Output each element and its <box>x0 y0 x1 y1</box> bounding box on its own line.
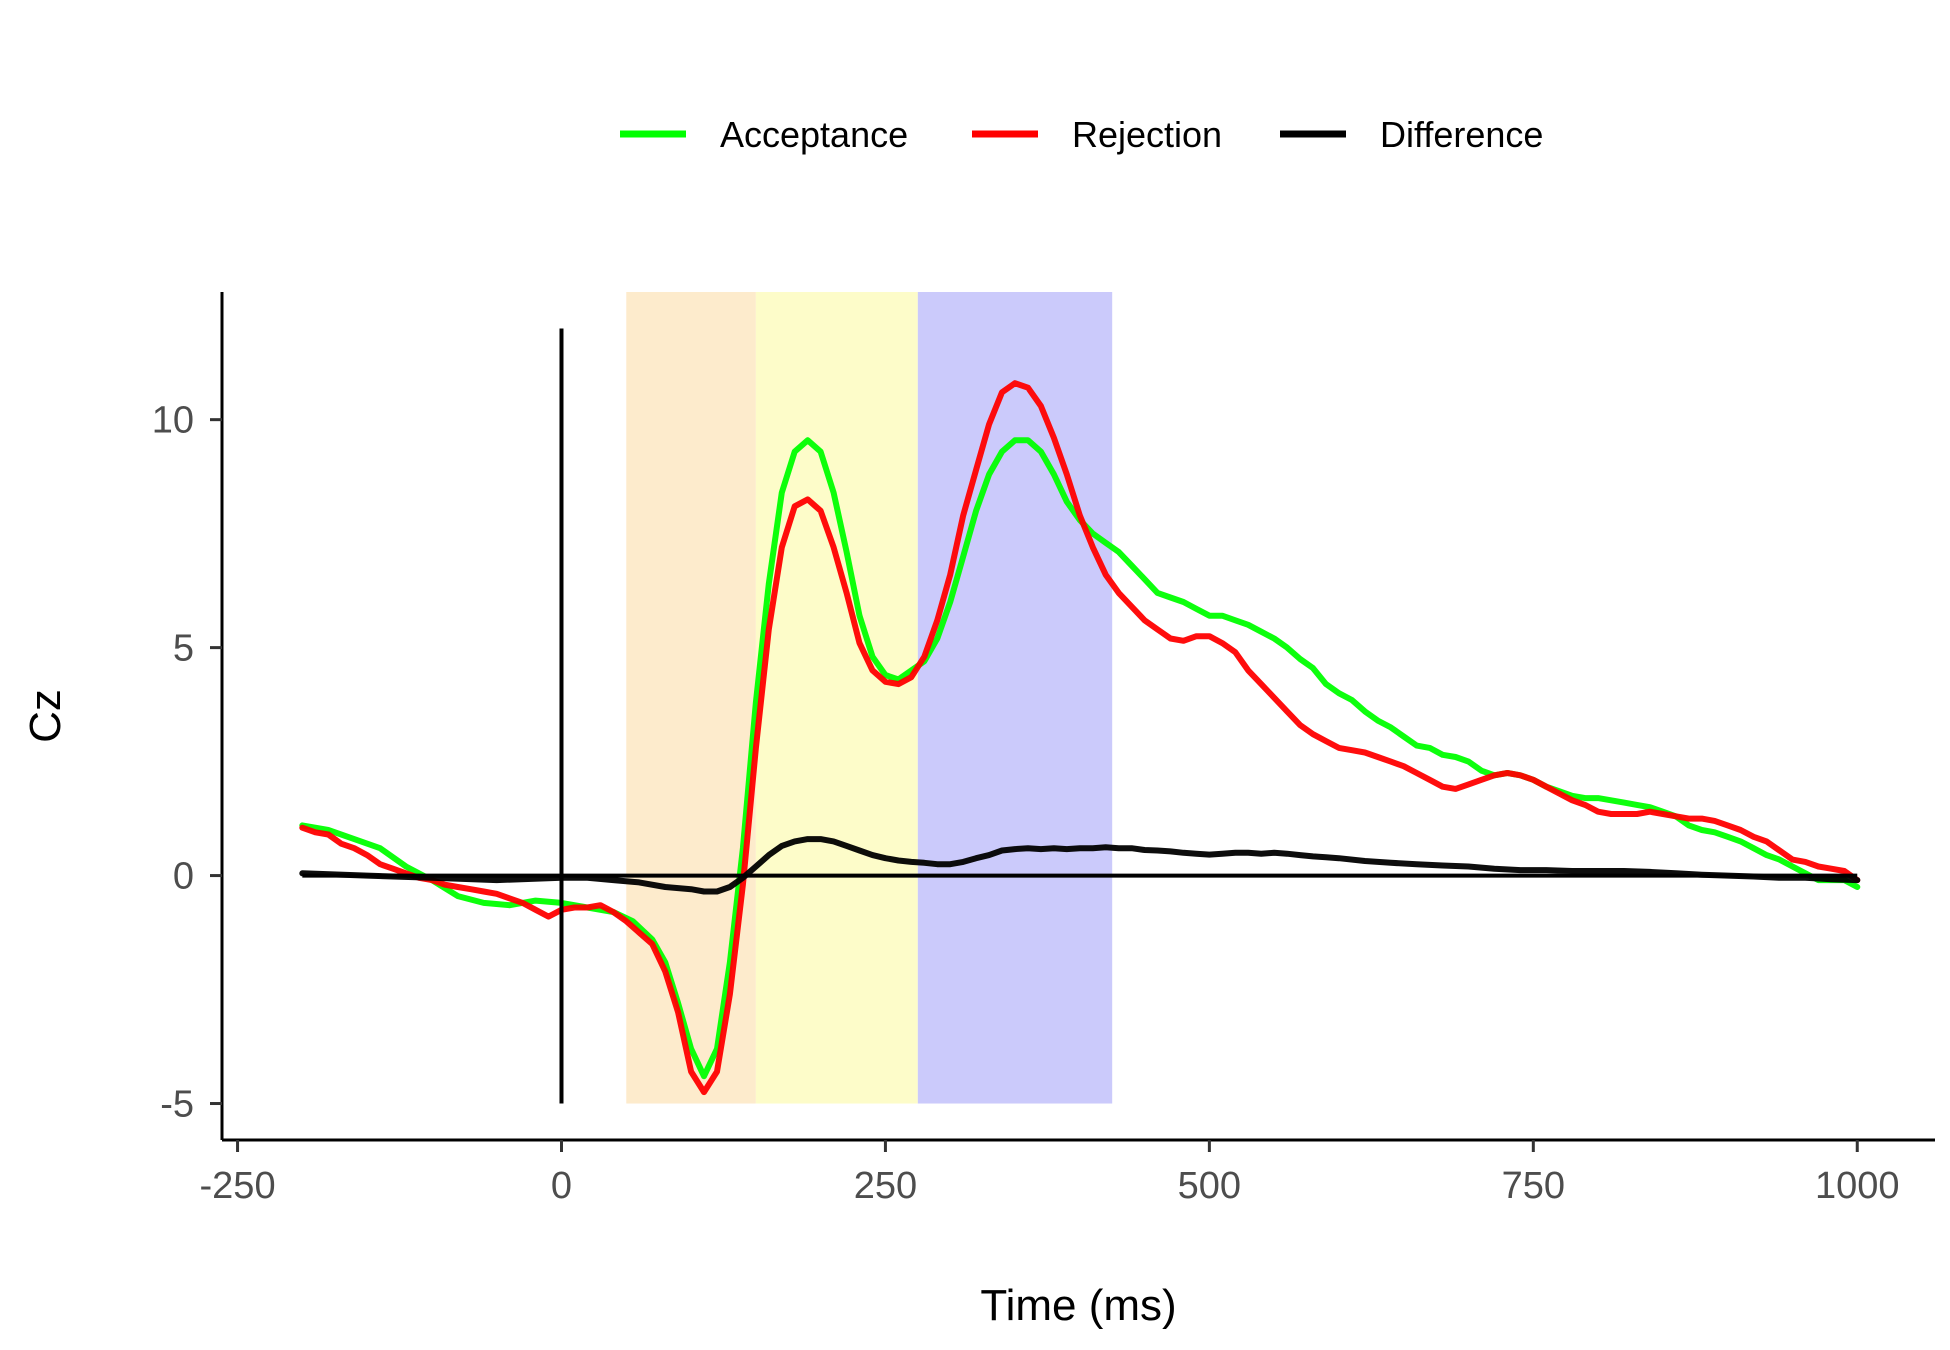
series-line-acceptance <box>299 437 1861 1080</box>
shaded-window-2 <box>755 292 918 1104</box>
shaded-window-3 <box>917 292 1113 1104</box>
legend-label-rejection: Rejection <box>1072 114 1222 155</box>
reference-lines <box>302 328 1858 1104</box>
y-tick-label: 0 <box>173 856 194 898</box>
y-tick-label: -5 <box>160 1084 194 1126</box>
legend-label-acceptance: Acceptance <box>720 114 908 155</box>
shaded-window-1 <box>626 292 756 1104</box>
y-tick-label: 5 <box>173 628 194 670</box>
legend: Acceptance Rejection Difference <box>620 114 1543 155</box>
x-tick-label: 750 <box>1502 1165 1565 1207</box>
legend-label-difference: Difference <box>1380 114 1543 155</box>
x-tick-label: 0 <box>551 1165 572 1207</box>
y-axis-title: Cz <box>21 689 70 743</box>
axes <box>220 292 1935 1142</box>
x-tick-label: 250 <box>854 1165 917 1207</box>
y-tick-label: 10 <box>152 400 194 442</box>
y-axis-ticks: -5 0 5 10 <box>152 400 222 1126</box>
shaded-time-windows <box>626 292 1113 1104</box>
x-tick-label: 1000 <box>1815 1165 1900 1207</box>
x-axis-title: Time (ms) <box>980 1281 1176 1330</box>
x-tick-label: -250 <box>200 1165 276 1207</box>
x-axis-ticks: -250 0 250 500 750 1000 <box>200 1140 1900 1207</box>
x-tick-label: 500 <box>1178 1165 1241 1207</box>
